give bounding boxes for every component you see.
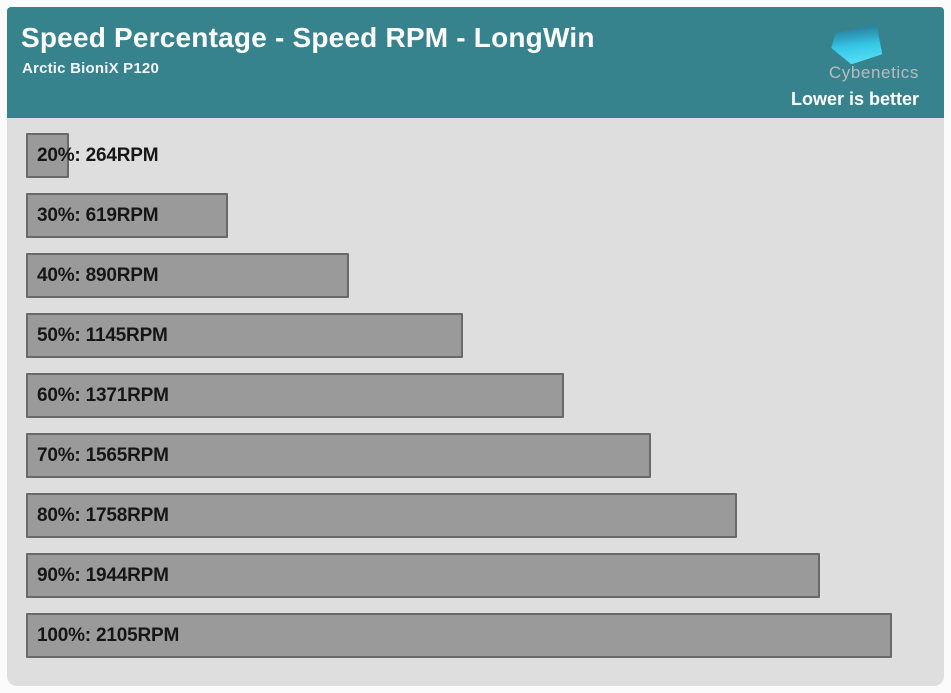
page-title: Speed Percentage - Speed RPM - LongWin: [21, 22, 595, 53]
header-titles: Speed Percentage - Speed RPM - LongWin A…: [21, 20, 595, 108]
bar-80pct: [26, 493, 737, 538]
bar-40pct: [26, 253, 349, 298]
chart-panel: Speed Percentage - Speed RPM - LongWin A…: [7, 7, 944, 686]
bar-row: 90%: 1944RPM: [26, 553, 944, 598]
lower-is-better-note: Lower is better: [790, 89, 919, 109]
bar-label: 90%: 1944RPM: [37, 565, 169, 586]
bar-row: 60%: 1371RPM: [26, 373, 944, 418]
bar-30pct: [26, 193, 228, 238]
bar-70pct: [26, 433, 651, 478]
bar-list: 20%: 264RPM 30%: 619RPM 40%: 890RPM 50%: 11…: [26, 133, 944, 658]
bar-label: 40%: 890RPM: [37, 265, 159, 286]
cybenetics-logo-icon: [831, 24, 883, 64]
bar-row: 40%: 890RPM: [26, 253, 944, 298]
bar-20pct: [26, 133, 69, 178]
bar-label: 80%: 1758RPM: [37, 505, 169, 526]
chart-header: Speed Percentage - Speed RPM - LongWin A…: [7, 7, 944, 118]
cybenetics-logo-text: Cybenetics: [828, 63, 919, 82]
bar-row: 50%: 1145RPM: [26, 313, 944, 358]
bar-row: 100%: 2105RPM: [26, 613, 944, 658]
bar-label: 60%: 1371RPM: [37, 385, 169, 406]
header-brand-block: Cybenetics Lower is better: [791, 20, 919, 108]
bar-row: 70%: 1565RPM: [26, 433, 944, 478]
bar-100pct: [26, 613, 892, 658]
bar-row: 20%: 264RPM: [26, 133, 944, 178]
bar-label: 30%: 619RPM: [37, 205, 159, 226]
bar-label: 100%: 2105RPM: [37, 625, 180, 646]
bar-label: 50%: 1145RPM: [37, 325, 168, 346]
chart-subtitle: Arctic BioniX P120: [22, 59, 159, 77]
bar-label: 70%: 1565RPM: [37, 445, 169, 466]
bar-row: 80%: 1758RPM: [26, 493, 944, 538]
bar-label: 20%: 264RPM: [37, 145, 159, 166]
bar-50pct: [26, 313, 463, 358]
bar-row: 30%: 619RPM: [26, 193, 944, 238]
bar-90pct: [26, 553, 820, 598]
chart-area: 20%: 264RPM 30%: 619RPM 40%: 890RPM 50%: 11…: [7, 118, 944, 686]
bar-60pct: [26, 373, 564, 418]
